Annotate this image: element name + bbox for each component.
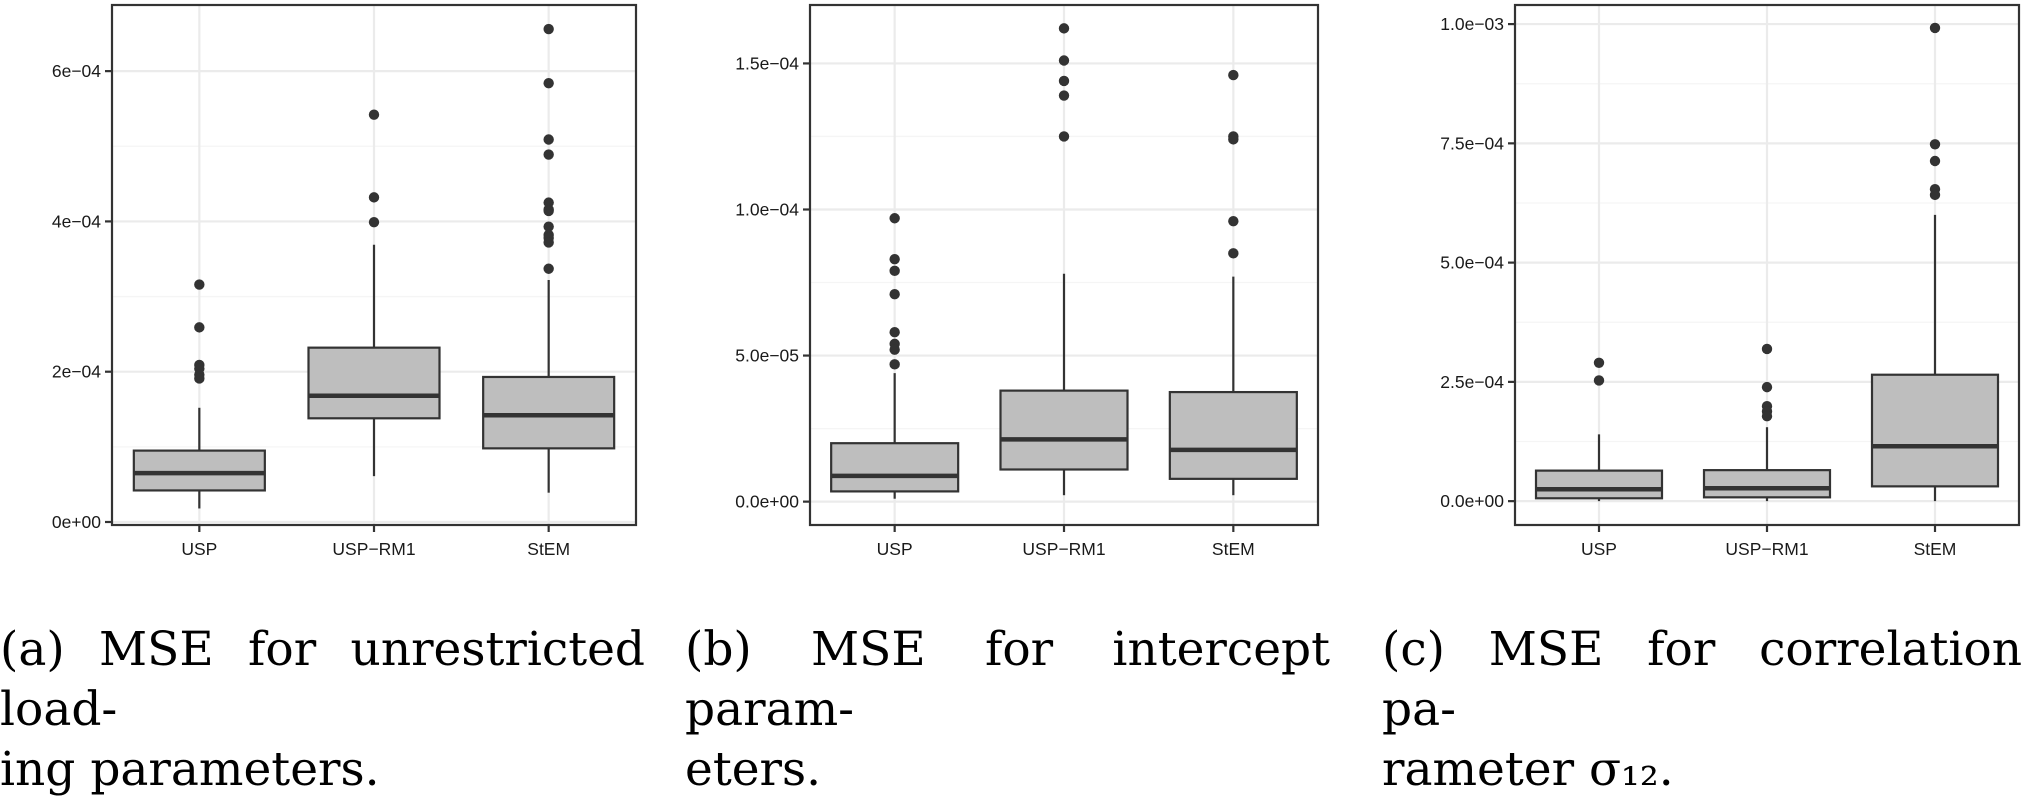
panel-b-x-tick-label: StEM xyxy=(1212,539,1255,559)
caption-c: (c) MSE for correlation pa- rameter σ₁₂. xyxy=(1382,620,2022,800)
panel-c-box-group xyxy=(1702,343,1832,502)
panel-b-outlier-point xyxy=(889,253,900,265)
panel-a-outlier-point xyxy=(543,263,554,274)
caption-c-line-2: rameter σ₁₂. xyxy=(1382,742,1674,797)
panel-c-box xyxy=(1702,469,1832,499)
caption-c-line-1: (c) MSE for correlation pa- xyxy=(1382,622,2022,737)
panel-a-outlier-point xyxy=(194,322,205,333)
panel-b-box-group xyxy=(1168,69,1298,496)
panel-a-x-tick-label: USP−RM1 xyxy=(332,539,415,559)
panel-b-box xyxy=(830,442,960,493)
panel-c-box xyxy=(1534,469,1664,500)
panel-b-outlier-point xyxy=(1058,55,1070,66)
panel-b-outlier-point xyxy=(1058,23,1070,34)
panel-b-outlier-point xyxy=(1058,75,1070,87)
panel-b-outlier-point xyxy=(889,326,900,338)
panel-b-box xyxy=(999,389,1129,471)
caption-a-line-2: ing parameters. xyxy=(0,742,380,797)
panel-a-y-tick-label: 0e+00 xyxy=(52,512,101,532)
panel-a-outlier-point xyxy=(543,134,554,145)
panel-b-outlier-point xyxy=(889,289,900,300)
panel-c-outlier-point xyxy=(1929,155,1941,167)
panel-a-box-group xyxy=(307,109,441,477)
panel-b-outlier-point xyxy=(889,344,900,355)
panel-b-outlier-point xyxy=(1228,69,1239,81)
panel-c-outlier-point xyxy=(1929,22,1941,34)
panel-a-outlier-point xyxy=(368,216,380,228)
panel-a-outlier-point xyxy=(368,192,380,203)
panel-b-box-group xyxy=(830,213,960,499)
figure: 0e+00 2e−04 4e−04 6e−04 USP USP−RM1 StEM 0.0e+… xyxy=(0,3,2022,797)
panel-c-box-group xyxy=(1870,22,2000,502)
panel-b-y-tick-label: 1.0e−04 xyxy=(735,199,799,219)
panel-a-outlier-point xyxy=(194,279,205,290)
panel-b-outlier-point xyxy=(889,213,900,224)
panel-a-y-tick-label: 4e−04 xyxy=(52,211,101,231)
panel-c-box-group xyxy=(1534,357,1664,502)
panel-a-x-tick-label: USP xyxy=(181,539,217,559)
caption-a: (a) MSE for unrestricted load- ing param… xyxy=(0,620,645,800)
panel-c-boxplot: 0.0e+00 2.5e−04 5.0e−04 7.5e−04 1.0e−03 USP US… xyxy=(1440,3,2021,559)
panel-b-outlier-point xyxy=(1058,131,1070,142)
panel-a-boxplot: 0e+00 2e−04 4e−04 6e−04 USP USP−RM1 StEM xyxy=(52,3,638,559)
panel-b-x-tick-label: USP xyxy=(877,539,913,559)
panel-b-outlier-point xyxy=(889,359,900,370)
panel-c-outlier-point xyxy=(1929,189,1941,201)
caption-b-line-1: (b) MSE for intercept param- xyxy=(685,622,1330,737)
panel-a-outlier-point xyxy=(543,221,554,232)
panel-b-y-tick-label: 5.0e−05 xyxy=(735,346,799,366)
panel-a-outlier-point xyxy=(543,23,554,35)
panel-c-box xyxy=(1870,373,2000,488)
panel-a-box xyxy=(307,346,441,420)
panel-a-outlier-point xyxy=(543,205,554,217)
panel-c-x-tick-label: USP xyxy=(1581,539,1617,559)
panel-b-outlier-point xyxy=(1058,90,1070,101)
panel-c-outlier-point xyxy=(1929,139,1941,150)
panel-a-outlier-point xyxy=(368,109,380,120)
panel-b-outlier-point xyxy=(1228,215,1239,227)
panel-a-outlier-point xyxy=(543,149,554,160)
panel-a-outlier-point xyxy=(543,237,554,248)
panel-a-x-tick-label: StEM xyxy=(527,539,570,559)
caption-b-line-2: eters. xyxy=(685,742,822,797)
panel-b-box-group xyxy=(999,23,1129,496)
panel-c-outlier-point xyxy=(1761,381,1773,393)
panel-c-y-tick-label: 2.5e−04 xyxy=(1440,372,1504,392)
panel-b-boxplot: 0.0e+00 5.0e−05 1.0e−04 1.5e−04 USP USP−RM1 St… xyxy=(735,3,1320,559)
panel-a-y-tick-label: 6e−04 xyxy=(52,61,101,81)
panel-b-outlier-point xyxy=(889,265,900,277)
panel-c-y-tick-label: 0.0e+00 xyxy=(1440,491,1504,511)
panel-a-outlier-point xyxy=(194,373,205,384)
panel-c-outlier-point xyxy=(1761,343,1773,355)
panel-b-outlier-point xyxy=(1228,248,1239,259)
panel-b-x-tick-label: USP−RM1 xyxy=(1022,539,1105,559)
panel-b-box xyxy=(1168,390,1298,480)
panel-b-outlier-point xyxy=(1228,134,1239,145)
panel-c-y-tick-label: 5.0e−04 xyxy=(1440,253,1504,273)
panel-a-y-tick-label: 2e−04 xyxy=(52,362,101,382)
panel-a-box xyxy=(482,375,616,450)
caption-b: (b) MSE for intercept param- eters. xyxy=(685,620,1330,800)
panel-c-y-tick-label: 7.5e−04 xyxy=(1440,133,1504,153)
panel-a-box-group xyxy=(132,279,266,509)
panel-a-box-group xyxy=(482,23,616,493)
panel-b-y-tick-label: 1.5e−04 xyxy=(735,53,799,73)
panel-b-y-tick-label: 0.0e+00 xyxy=(735,492,799,512)
panel-c-x-tick-label: USP−RM1 xyxy=(1725,539,1808,559)
panel-c-y-tick-label: 1.0e−03 xyxy=(1440,14,1504,34)
panel-c-outlier-point xyxy=(1761,411,1773,422)
caption-a-line-1: (a) MSE for unrestricted load- xyxy=(0,622,645,737)
panel-a-outlier-point xyxy=(543,77,554,89)
panel-a-box xyxy=(132,449,266,492)
panel-c-outlier-point xyxy=(1593,357,1605,368)
panel-c-outlier-point xyxy=(1593,375,1605,386)
panel-c-x-tick-label: StEM xyxy=(1914,539,1957,559)
